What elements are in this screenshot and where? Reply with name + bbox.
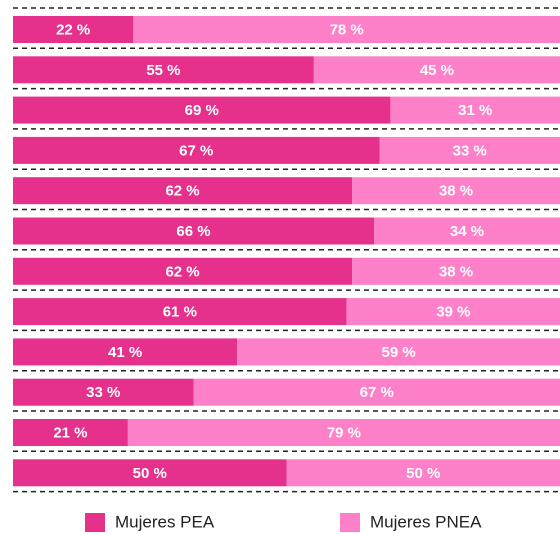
value-label: 62 % [165,263,199,280]
value-label: 67 % [360,384,394,401]
value-label: 59 % [382,344,416,361]
bar-segment [379,136,560,164]
bar-segment [13,378,194,406]
bar-segment [193,378,560,406]
bar-segment [133,16,560,43]
bar-segment [127,419,560,446]
bar-segment [13,419,128,446]
value-label: 45 % [420,62,454,79]
bar-segment [346,298,560,326]
value-label: 55 % [146,62,180,79]
bar-segment [13,96,391,124]
legend-label: Mujeres PNEA [370,512,482,531]
bar-segment [13,136,380,164]
legend-swatch [340,513,360,532]
value-label: 21 % [53,424,87,441]
value-label: 66 % [176,223,210,240]
value-label: 61 % [163,304,197,321]
bar-segment [13,257,353,285]
value-label: 38 % [439,183,473,200]
bar-segment [390,96,560,124]
bar-segment [374,217,560,245]
value-label: 50 % [406,465,440,482]
value-label: 38 % [439,263,473,280]
value-label: 69 % [185,102,219,119]
value-label: 41 % [108,344,142,361]
legend-label: Mujeres PEA [115,512,215,531]
value-label: 67 % [179,142,213,159]
bar-segment [352,177,560,205]
value-label: 78 % [330,21,364,38]
bar-segment [352,257,560,285]
value-label: 22 % [56,21,90,38]
value-label: 79 % [327,424,361,441]
bar-segment [13,16,134,43]
value-label: 62 % [165,183,199,200]
bar-segment [13,459,287,487]
bar-segment [13,338,238,366]
bar-segment [237,338,560,366]
bar-segment [13,56,314,84]
bar-segment [286,459,560,487]
value-label: 33 % [86,384,120,401]
value-label: 39 % [436,304,470,321]
value-label: 34 % [450,223,484,240]
bar-segment [13,298,347,326]
value-label: 50 % [133,465,167,482]
bar-segment [13,217,375,245]
value-label: 31 % [458,102,492,119]
legend-swatch [85,513,105,532]
bar-segment [13,177,353,205]
value-label: 33 % [453,142,487,159]
bar-segment [313,56,560,84]
